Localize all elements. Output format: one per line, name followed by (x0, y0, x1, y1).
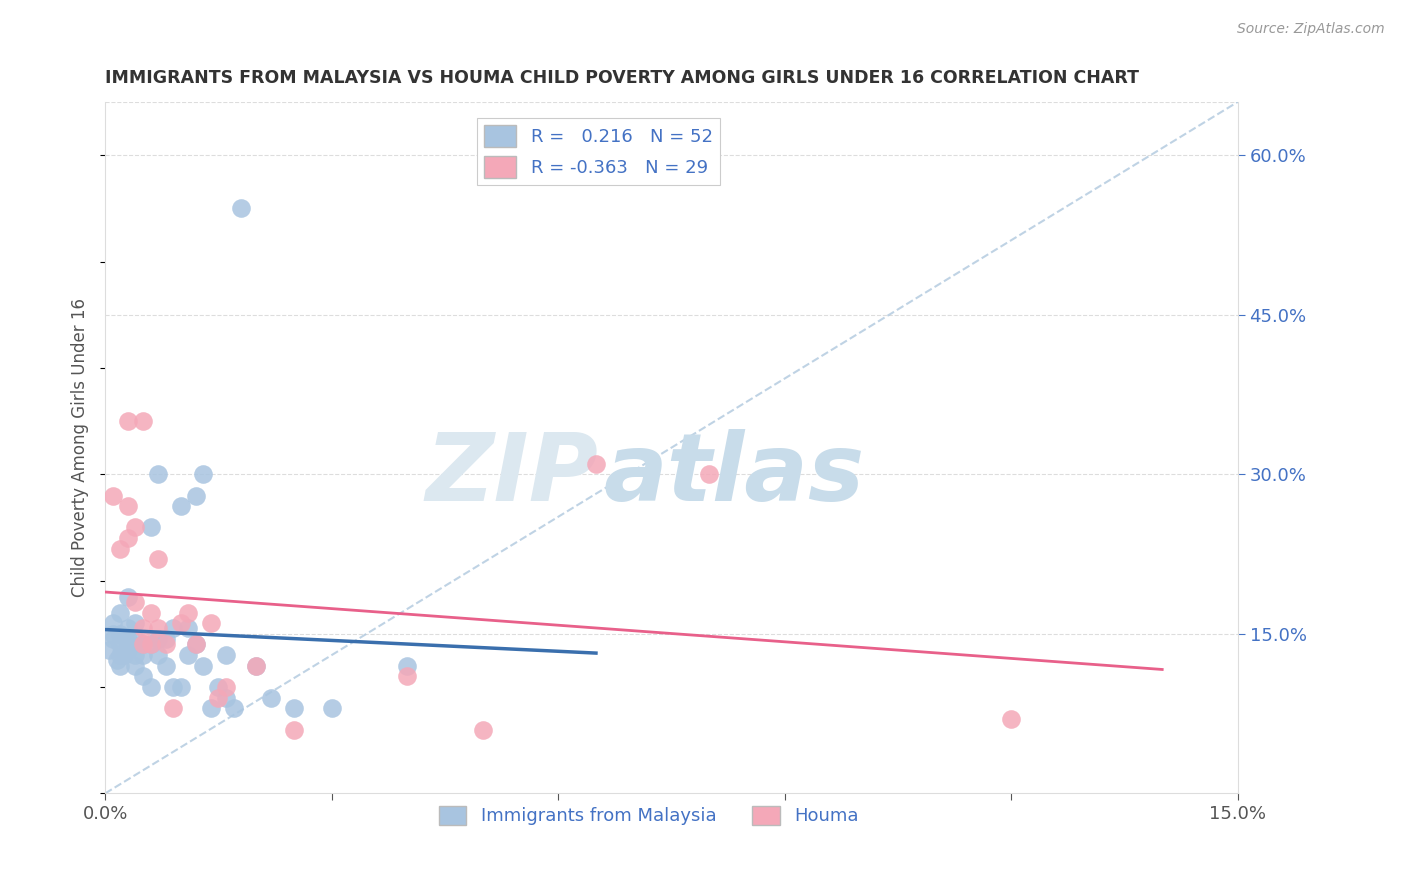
Point (155, 637, 177, 651)
Point (117, 414, 139, 428)
Point (124, 520, 146, 534)
Point (132, 622, 155, 636)
Point (146, 622, 169, 636)
Point (110, 606, 132, 620)
Point (132, 669, 155, 683)
Point (110, 648, 132, 662)
Point (117, 637, 139, 651)
Point (139, 606, 162, 620)
Point (98, 642, 121, 657)
Point (396, 658, 419, 673)
Point (260, 690, 283, 705)
Point (132, 414, 155, 428)
Point (170, 616, 193, 631)
Point (155, 658, 177, 673)
Point (162, 701, 184, 715)
Point (146, 552, 169, 566)
Point (110, 658, 132, 673)
Point (101, 627, 124, 641)
Point (215, 648, 238, 662)
Point (193, 658, 215, 673)
Point (110, 627, 132, 641)
Point (139, 520, 162, 534)
Point (193, 467, 215, 482)
Point (184, 489, 207, 503)
Text: Source: ZipAtlas.com: Source: ZipAtlas.com (1237, 22, 1385, 37)
Point (585, 457, 607, 471)
Point (321, 701, 343, 715)
Point (146, 632, 169, 646)
Point (110, 541, 132, 556)
Point (207, 680, 229, 694)
Point (283, 701, 305, 715)
Point (170, 499, 193, 513)
Point (177, 606, 200, 620)
Point (222, 701, 245, 715)
Point (124, 616, 146, 631)
Point (124, 658, 146, 673)
Point (396, 669, 419, 683)
Point (229, 202, 252, 216)
Point (132, 637, 155, 651)
Y-axis label: Child Poverty Among Girls Under 16: Child Poverty Among Girls Under 16 (72, 298, 89, 597)
Point (101, 632, 124, 646)
Point (112, 648, 135, 662)
Point (117, 531, 139, 545)
Point (697, 467, 720, 482)
Point (283, 723, 305, 737)
Text: atlas: atlas (603, 429, 865, 521)
Point (105, 653, 128, 667)
Point (170, 680, 193, 694)
Point (117, 622, 139, 636)
Point (177, 648, 200, 662)
Point (124, 632, 146, 646)
Point (132, 648, 155, 662)
Point (132, 637, 155, 651)
Text: IMMIGRANTS FROM MALAYSIA VS HOUMA CHILD POVERTY AMONG GIRLS UNDER 16 CORRELATION: IMMIGRANTS FROM MALAYSIA VS HOUMA CHILD … (105, 69, 1139, 87)
Point (101, 616, 124, 631)
Point (117, 632, 139, 646)
Point (200, 616, 222, 631)
Point (184, 637, 207, 651)
Point (245, 658, 267, 673)
Point (101, 489, 124, 503)
Point (124, 595, 146, 609)
Point (200, 701, 222, 715)
Text: ZIP: ZIP (425, 429, 598, 521)
Point (184, 637, 207, 651)
Point (177, 622, 200, 636)
Point (207, 690, 229, 705)
Point (1000, 712, 1022, 726)
Point (117, 642, 139, 657)
Point (117, 590, 139, 604)
Point (162, 680, 184, 694)
Point (146, 467, 169, 482)
Point (146, 648, 169, 662)
Point (155, 632, 177, 646)
Point (139, 637, 162, 651)
Point (124, 648, 146, 662)
Point (162, 622, 184, 636)
Legend: Immigrants from Malaysia, Houma: Immigrants from Malaysia, Houma (432, 799, 866, 833)
Point (117, 499, 139, 513)
Point (139, 637, 162, 651)
Point (139, 680, 162, 694)
Point (215, 680, 238, 694)
Point (215, 690, 238, 705)
Point (110, 637, 132, 651)
Point (245, 658, 267, 673)
Point (471, 723, 494, 737)
